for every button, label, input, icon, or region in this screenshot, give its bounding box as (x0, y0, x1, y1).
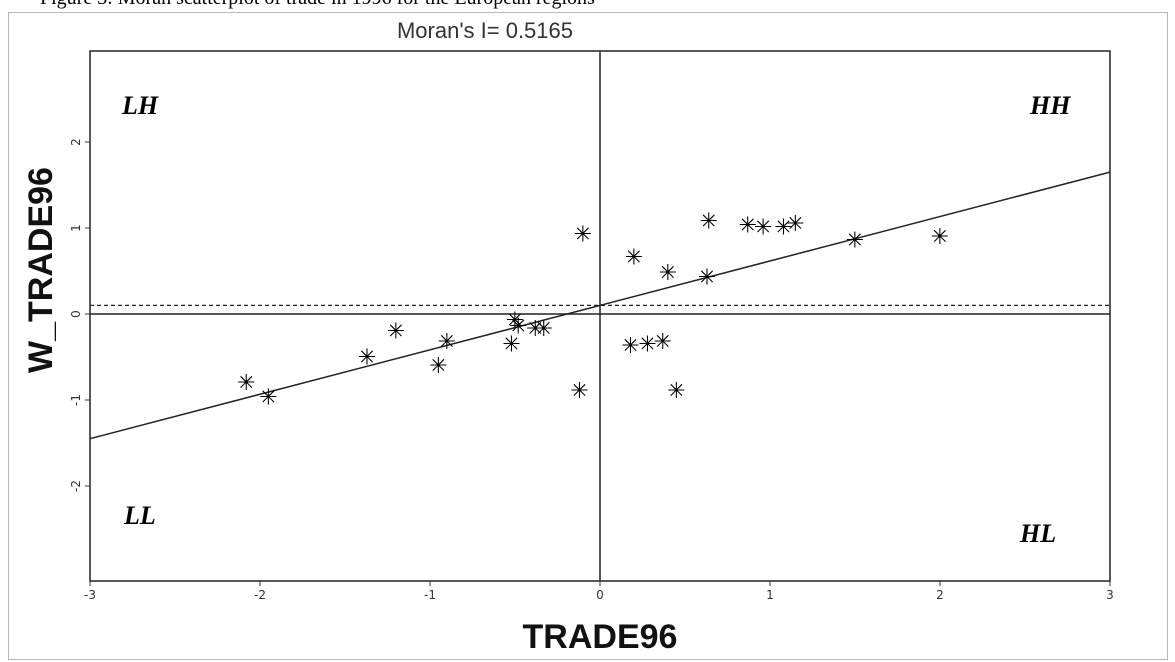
quadrant-label-lh: LH (121, 91, 159, 120)
y-tick-label: 1 (69, 224, 83, 232)
data-point: ✳ (846, 228, 864, 253)
data-point: ✳ (502, 332, 520, 357)
quadrant-label-hl: HL (1019, 519, 1056, 548)
x-tick-label: -1 (424, 588, 436, 602)
data-point: ✳ (659, 261, 677, 286)
chart-title: Moran's I= 0.5165 (397, 18, 573, 43)
data-point: ✳ (698, 265, 716, 290)
regression-line (89, 171, 1111, 440)
data-point: ✳ (754, 215, 772, 240)
data-point: ✳ (506, 308, 524, 333)
data-point: ✳ (237, 371, 255, 396)
data-point: ✳ (700, 209, 718, 234)
x-tick-label: 2 (936, 588, 944, 602)
data-point: ✳ (535, 317, 553, 342)
data-point: ✳ (574, 222, 592, 247)
x-tick-label: -2 (254, 588, 266, 602)
data-point: ✳ (387, 319, 405, 344)
quadrant-label-hh: HH (1029, 91, 1071, 120)
data-point: ✳ (621, 334, 639, 359)
y-tick-label: 2 (69, 138, 83, 146)
y-tick-label: -2 (69, 480, 83, 492)
x-tick-label: 1 (766, 588, 774, 602)
figure-caption: Figure 3: Moran scatterplot of trade in … (0, 0, 1175, 13)
data-point: ✳ (429, 354, 447, 379)
data-point: ✳ (526, 317, 544, 342)
data-point: ✳ (931, 225, 949, 250)
y-tick-label: -1 (69, 394, 83, 406)
data-point: ✳ (739, 214, 757, 239)
data-point: ✳ (509, 314, 527, 339)
data-point: ✳ (259, 386, 277, 411)
data-point: ✳ (638, 332, 656, 357)
figure-frame (8, 12, 1168, 660)
y-axis-label: W_TRADE96 (22, 167, 60, 373)
x-tick-label: -3 (84, 588, 96, 602)
data-point: ✳ (438, 330, 456, 355)
x-axis-label: TRADE96 (523, 618, 678, 656)
data-point: ✳ (654, 330, 672, 355)
data-point: ✳ (625, 246, 643, 271)
data-point: ✳ (786, 212, 804, 237)
data-point: ✳ (667, 379, 685, 404)
quadrant-label-ll: LL (123, 501, 156, 530)
y-tick-label: 0 (69, 310, 83, 318)
data-point: ✳ (358, 345, 376, 370)
x-tick-label: 3 (1106, 588, 1114, 602)
data-point: ✳ (774, 215, 792, 240)
data-point: ✳ (570, 379, 588, 404)
x-tick-label: 0 (596, 588, 604, 602)
